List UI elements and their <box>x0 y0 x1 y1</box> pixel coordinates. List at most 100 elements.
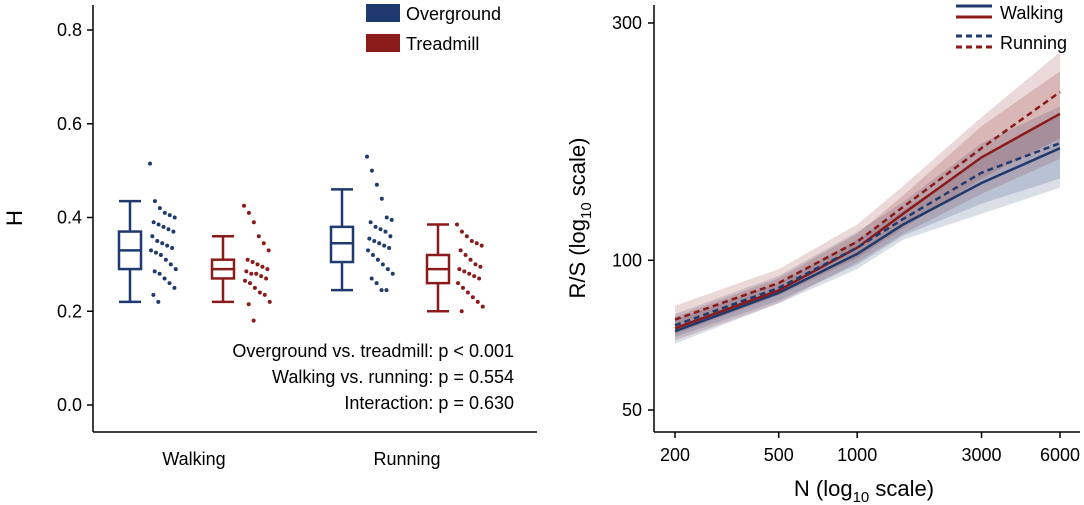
left-legend: Overground Treadmill <box>366 4 501 54</box>
annotation-walking-vs-running: Walking vs. running: p = 0.554 <box>272 367 514 387</box>
jitter-point <box>480 304 485 309</box>
left-jitter-points <box>148 154 485 323</box>
jitter-point <box>380 262 385 267</box>
box-treadmill-running <box>425 223 451 313</box>
left-x-tick-label-running: Running <box>373 449 440 469</box>
jitter-point <box>246 302 251 307</box>
right-x-axis-title: N (log10 scale) <box>794 476 934 505</box>
jitter-point <box>459 309 464 314</box>
jitter-point <box>369 276 374 281</box>
jitter-point <box>245 257 250 262</box>
right-x-tick-label: 6000 <box>1040 445 1080 465</box>
jitter-point <box>251 318 256 323</box>
jitter-point <box>250 260 255 265</box>
jitter-point <box>372 238 377 243</box>
jitter-point <box>383 229 388 234</box>
jitter-point <box>172 285 177 290</box>
jitter-point <box>474 241 479 246</box>
jitter-point <box>160 241 165 246</box>
jitter-point <box>382 243 387 248</box>
jitter-point <box>158 253 163 257</box>
jitter-point <box>157 271 162 276</box>
jitter-point <box>478 264 483 269</box>
jitter-point <box>262 292 267 297</box>
left-y-tick-label: 0.8 <box>57 20 82 40</box>
jitter-point <box>246 210 251 215</box>
jitter-point <box>265 267 270 272</box>
jitter-point <box>455 222 459 227</box>
jitter-point <box>369 168 374 173</box>
jitter-point <box>379 288 384 293</box>
jitter-point <box>251 220 256 225</box>
jitter-point <box>464 234 469 239</box>
left-boxes <box>117 188 451 313</box>
jitter-point <box>157 206 162 211</box>
jitter-point <box>152 269 157 274</box>
jitter-point <box>460 285 465 290</box>
right-y-axis-title: R/S (log10 scale) <box>565 138 595 299</box>
jitter-point <box>167 281 172 286</box>
right-panel-line-chart: 50 100 300 200 500 1000 3000 6000 R/S (log10 s… <box>565 3 1080 505</box>
jitter-point <box>152 199 157 204</box>
jitter-point <box>373 224 378 229</box>
jitter-point <box>149 248 154 253</box>
jitter-point <box>390 271 395 276</box>
right-y-ticks: 50 100 300 <box>612 13 654 420</box>
jitter-point <box>148 161 152 166</box>
jitter-point <box>384 215 389 220</box>
jitter-point <box>244 269 249 274</box>
left-y-tick-label: 0.6 <box>57 114 82 134</box>
jitter-point <box>249 271 254 276</box>
jitter-point <box>470 295 475 300</box>
jitter-point <box>387 245 392 250</box>
jitter-point <box>457 267 462 272</box>
right-series-lines <box>674 90 1061 333</box>
jitter-point <box>168 262 173 267</box>
jitter-point <box>156 299 161 304</box>
right-legend: Walking Running <box>956 3 1067 53</box>
jitter-point <box>459 229 464 234</box>
jitter-point <box>389 217 394 222</box>
jitter-point <box>166 227 171 232</box>
jitter-point <box>171 229 176 234</box>
right-x-tick-label: 3000 <box>962 445 1002 465</box>
jitter-point <box>366 248 371 253</box>
jitter-point <box>375 257 380 262</box>
jitter-point <box>377 241 382 246</box>
jitter-point <box>467 271 472 276</box>
jitter-point <box>162 210 167 215</box>
jitter-point <box>153 250 158 255</box>
jitter-point <box>254 271 259 276</box>
band-overground-running <box>675 106 1060 338</box>
jitter-point <box>475 299 480 304</box>
jitter-point <box>261 241 266 246</box>
jitter-point <box>384 288 389 293</box>
left-y-tick-label: 0.4 <box>57 208 82 228</box>
jitter-point <box>472 274 477 279</box>
legend-label-treadmill: Treadmill <box>406 34 479 54</box>
jitter-point <box>465 290 470 295</box>
right-y-tick-label: 100 <box>612 250 642 270</box>
jitter-point <box>242 203 246 208</box>
jitter-point <box>264 276 269 281</box>
legend-label-overground: Overground <box>406 4 501 24</box>
legend-swatch-overground <box>366 4 400 22</box>
jitter-point <box>167 213 172 218</box>
line-treadmill-walking <box>674 112 1061 330</box>
jitter-point <box>368 220 373 225</box>
jitter-point <box>374 182 379 187</box>
jitter-point <box>458 248 463 253</box>
jitter-point <box>260 264 265 269</box>
jitter-point <box>385 267 390 272</box>
jitter-point <box>243 278 248 283</box>
jitter-point <box>247 281 252 286</box>
legend-label-running: Running <box>1000 33 1067 53</box>
right-x-tick-label: 200 <box>660 445 690 465</box>
legend-swatch-treadmill <box>366 34 400 52</box>
jitter-point <box>473 262 478 267</box>
line-overground-walking <box>674 147 1061 333</box>
jitter-point <box>259 274 264 279</box>
jitter-point <box>156 222 161 227</box>
left-y-tick-label: 0.0 <box>57 395 82 415</box>
